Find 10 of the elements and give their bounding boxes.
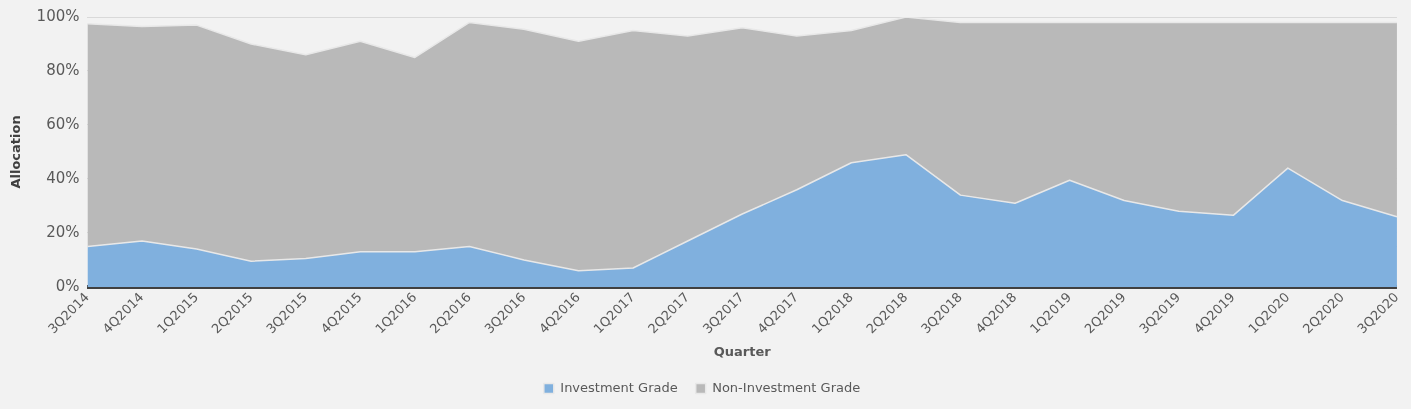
y-tick-label: 60% [46,114,80,133]
y-tick-label: 20% [46,222,80,241]
y-tick-label: 40% [46,168,80,187]
x-axis-title: Quarter [713,343,772,359]
y-tick-label: 0% [55,276,80,295]
y-tick-label: 100% [36,6,80,25]
legend-label: Investment Grade [560,379,678,395]
y-tick-label: 80% [46,60,80,79]
legend-label: Non-Investment Grade [712,379,861,395]
y-axis-title: Allocation [8,115,24,189]
